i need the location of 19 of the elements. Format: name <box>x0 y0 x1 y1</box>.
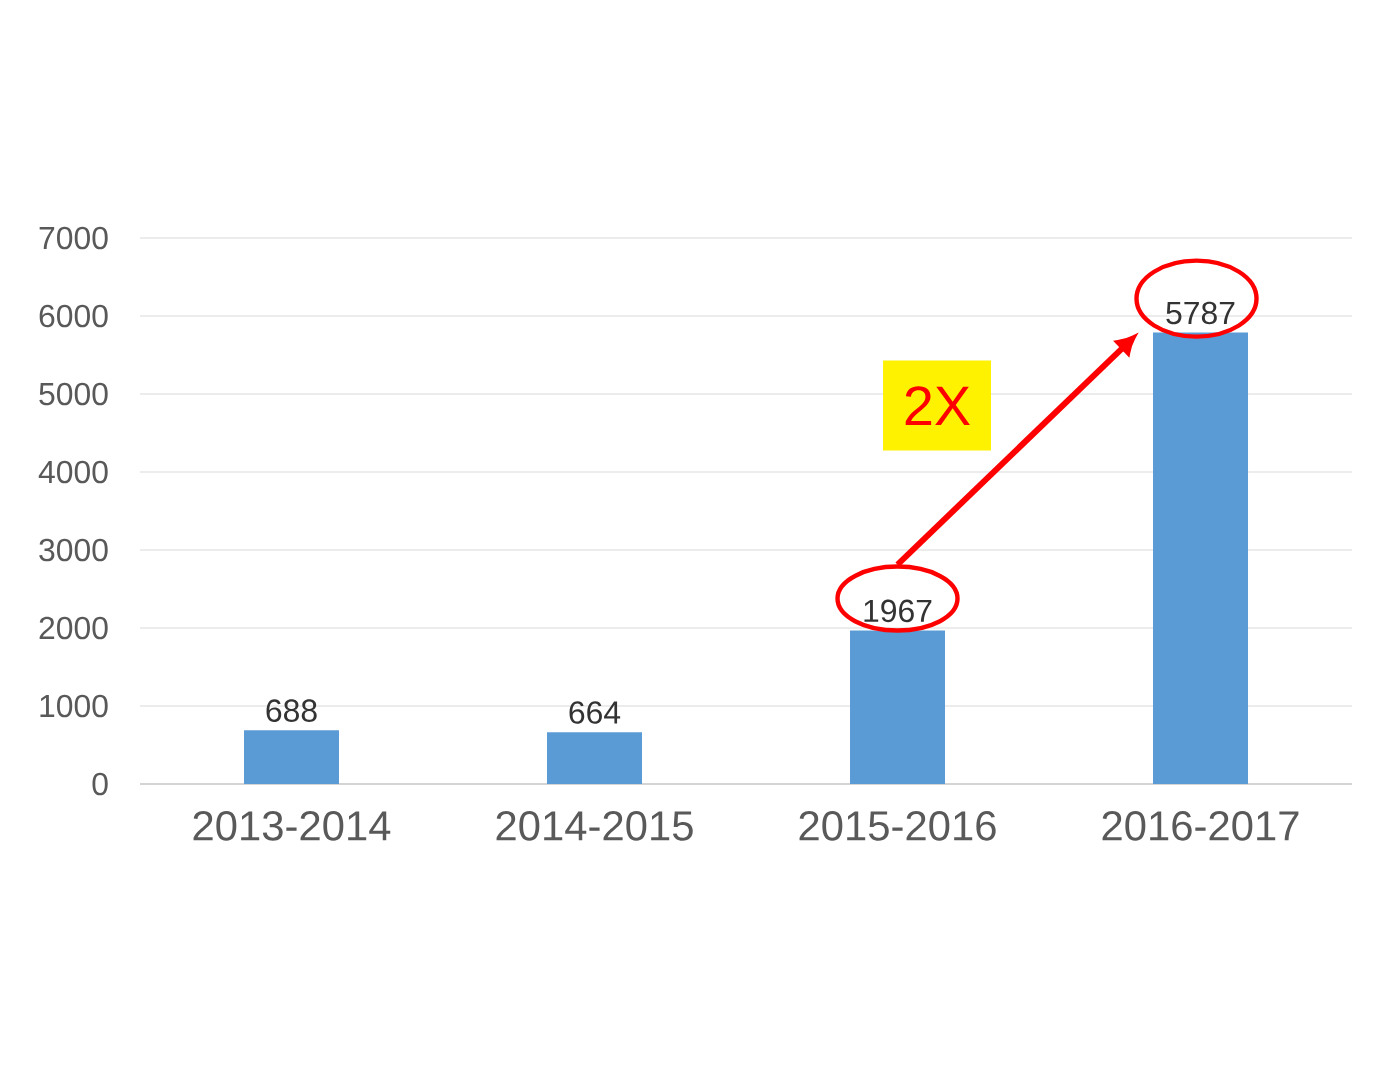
bar <box>547 732 643 784</box>
x-tick-label: 2016-2017 <box>1102 811 1299 841</box>
y-tick-label: 3000 <box>39 538 108 562</box>
y-tick-label: 5000 <box>39 382 108 406</box>
data-label: 688 <box>266 699 317 722</box>
y-tick-label: 7000 <box>39 226 108 250</box>
data-label: 5787 <box>1166 301 1235 325</box>
y-tick-label: 1000 <box>40 694 108 718</box>
x-tick-label: 2013-2014 <box>193 811 391 841</box>
annotation: 2X <box>905 386 970 426</box>
data-label: 1967 <box>864 599 932 623</box>
y-tick-label: 0 <box>92 772 108 796</box>
x-tick-label: 2014-2015 <box>496 811 693 841</box>
data-label: 664 <box>569 701 621 724</box>
y-tick-label: 6000 <box>39 304 108 328</box>
y-tick-label: 2000 <box>39 616 108 640</box>
y-tick-label: 4000 <box>38 460 108 484</box>
bar <box>244 730 339 784</box>
x-tick-label: 2015-2016 <box>799 811 996 841</box>
